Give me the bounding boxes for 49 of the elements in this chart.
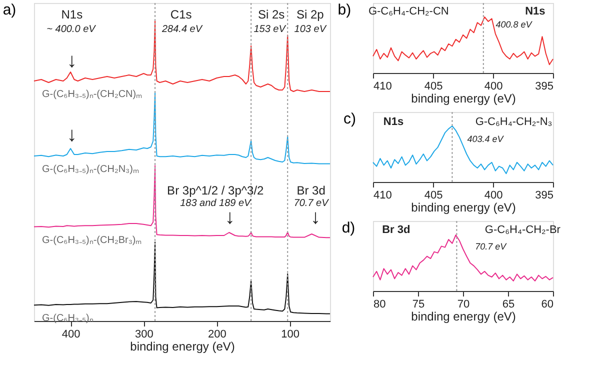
annotation: Si 2s	[258, 8, 285, 22]
x-tick-label: 400	[484, 190, 503, 202]
x-tick-label: 400	[62, 328, 80, 340]
chart-title: d)	[342, 220, 356, 236]
annotation: ↓	[66, 124, 77, 146]
x-axis-title: binding energy (eV)	[411, 92, 516, 106]
annotation: G-C₆H₄-CH₂-Br	[484, 224, 561, 236]
x-tick-label: 405	[424, 80, 443, 92]
annotation: N1s	[525, 5, 546, 18]
x-tick-label: 300	[134, 328, 154, 340]
annotation: Br 3p^1/2 / 3p^3/2	[167, 184, 264, 198]
annotation: 70.7 eV	[475, 241, 508, 252]
annotation: 284.4 eV	[160, 24, 204, 35]
annotation: G-C₆H₄-CH₂-N₃	[475, 116, 552, 128]
x-tick-label: 410	[374, 80, 392, 92]
x-tick-label: 395	[535, 190, 554, 202]
annotation: Br 3d	[296, 184, 326, 198]
annotation: Br 3d	[382, 224, 410, 236]
annotation: ~ 400.0 eV	[46, 24, 97, 35]
x-tick-label: 65	[502, 298, 515, 310]
x-tick-label: 80	[374, 298, 386, 310]
x-tick-label: 405	[424, 190, 443, 202]
annotation: N1s	[383, 116, 404, 128]
annotation: C1s	[170, 8, 192, 22]
x-axis-title: binding energy (eV)	[130, 340, 235, 354]
series-label: G-(C₆H₃₋₅)ₙ-(CH₂Br₃)ₘ	[42, 234, 142, 246]
annotation: Si 2p	[296, 8, 324, 22]
x-tick-label: 60	[541, 298, 554, 310]
x-tick-label: 395	[535, 80, 554, 92]
chart-title: a)	[2, 2, 16, 18]
series-label: G-(C₆H₃₋₅)ₙ-(CH₂N₃)ₘ	[42, 164, 139, 175]
annotation: ↓	[66, 50, 77, 72]
annotation: 400.8 eV	[496, 20, 533, 30]
annotation: N1s	[61, 8, 83, 22]
x-tick-label: 400	[484, 80, 503, 92]
x-tick-label: 410	[374, 190, 392, 202]
x-tick-label: 200	[208, 328, 226, 340]
x-tick-label: 70	[457, 298, 470, 310]
annotation: G-C₆H₄-CH₂-CN	[368, 5, 449, 18]
series-label: G-(C₆H₃₋₅)ₙ-(CH₂CN)ₘ	[42, 89, 142, 100]
chart-title: c)	[344, 110, 356, 128]
annotation: 403.4 eV	[467, 134, 504, 144]
annotation: 103 eV	[294, 24, 328, 35]
x-tick-label: 100	[281, 328, 300, 340]
x-axis-title: binding energy (eV)	[411, 310, 516, 324]
x-tick-label: 75	[412, 298, 425, 310]
annotation: 153 eV	[254, 24, 287, 35]
x-axis-title: binding energy (eV)	[411, 200, 516, 214]
chart-title: b)	[338, 2, 352, 18]
